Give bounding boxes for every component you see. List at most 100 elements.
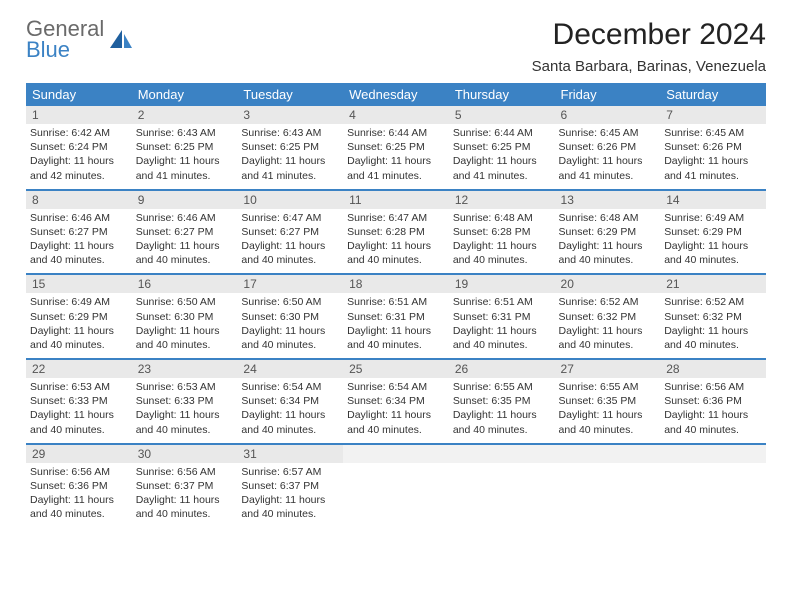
day-number: 15 xyxy=(26,275,132,293)
sunset-text: Sunset: 6:33 PM xyxy=(136,394,234,408)
calendar-day-cell: 30Sunrise: 6:56 AMSunset: 6:37 PMDayligh… xyxy=(132,444,238,528)
daylight-text: Daylight: 11 hours and 40 minutes. xyxy=(347,239,445,267)
day-number: 6 xyxy=(555,106,661,124)
calendar-day-cell: 15Sunrise: 6:49 AMSunset: 6:29 PMDayligh… xyxy=(26,274,132,359)
header-block: December 2024 Santa Barbara, Barinas, Ve… xyxy=(532,18,766,75)
calendar-day-cell: 24Sunrise: 6:54 AMSunset: 6:34 PMDayligh… xyxy=(237,359,343,444)
daylight-text: Daylight: 11 hours and 40 minutes. xyxy=(30,493,128,521)
sunrise-text: Sunrise: 6:49 AM xyxy=(30,295,128,309)
sunset-text: Sunset: 6:26 PM xyxy=(664,140,762,154)
daylight-text: Daylight: 11 hours and 40 minutes. xyxy=(347,408,445,436)
day-details: Sunrise: 6:45 AMSunset: 6:26 PMDaylight:… xyxy=(555,124,661,189)
calendar-day-cell: 28Sunrise: 6:56 AMSunset: 6:36 PMDayligh… xyxy=(660,359,766,444)
weekday-header: Wednesday xyxy=(343,83,449,106)
day-details: Sunrise: 6:44 AMSunset: 6:25 PMDaylight:… xyxy=(449,124,555,189)
sunset-text: Sunset: 6:37 PM xyxy=(136,479,234,493)
weekday-header: Monday xyxy=(132,83,238,106)
calendar-day-cell: 26Sunrise: 6:55 AMSunset: 6:35 PMDayligh… xyxy=(449,359,555,444)
day-number: 2 xyxy=(132,106,238,124)
day-number: 31 xyxy=(237,445,343,463)
sunset-text: Sunset: 6:35 PM xyxy=(453,394,551,408)
daylight-text: Daylight: 11 hours and 40 minutes. xyxy=(136,493,234,521)
sunset-text: Sunset: 6:30 PM xyxy=(136,310,234,324)
calendar-empty-cell xyxy=(555,444,661,528)
day-number: 16 xyxy=(132,275,238,293)
day-number: 9 xyxy=(132,191,238,209)
sunset-text: Sunset: 6:29 PM xyxy=(559,225,657,239)
sunset-text: Sunset: 6:35 PM xyxy=(559,394,657,408)
day-number: 25 xyxy=(343,360,449,378)
day-number: 21 xyxy=(660,275,766,293)
calendar-day-cell: 27Sunrise: 6:55 AMSunset: 6:35 PMDayligh… xyxy=(555,359,661,444)
sunrise-text: Sunrise: 6:49 AM xyxy=(664,211,762,225)
calendar-day-cell: 4Sunrise: 6:44 AMSunset: 6:25 PMDaylight… xyxy=(343,106,449,190)
daylight-text: Daylight: 11 hours and 40 minutes. xyxy=(664,239,762,267)
sunrise-text: Sunrise: 6:44 AM xyxy=(347,126,445,140)
day-details: Sunrise: 6:56 AMSunset: 6:36 PMDaylight:… xyxy=(660,378,766,443)
sunset-text: Sunset: 6:29 PM xyxy=(30,310,128,324)
sunrise-text: Sunrise: 6:56 AM xyxy=(136,465,234,479)
day-details: Sunrise: 6:47 AMSunset: 6:27 PMDaylight:… xyxy=(237,209,343,274)
sunrise-text: Sunrise: 6:43 AM xyxy=(136,126,234,140)
calendar-day-cell: 13Sunrise: 6:48 AMSunset: 6:29 PMDayligh… xyxy=(555,190,661,275)
sunrise-text: Sunrise: 6:45 AM xyxy=(559,126,657,140)
sunrise-text: Sunrise: 6:54 AM xyxy=(347,380,445,394)
day-details: Sunrise: 6:57 AMSunset: 6:37 PMDaylight:… xyxy=(237,463,343,528)
sunset-text: Sunset: 6:27 PM xyxy=(136,225,234,239)
calendar-day-cell: 5Sunrise: 6:44 AMSunset: 6:25 PMDaylight… xyxy=(449,106,555,190)
calendar-week-row: 15Sunrise: 6:49 AMSunset: 6:29 PMDayligh… xyxy=(26,274,766,359)
sunrise-text: Sunrise: 6:46 AM xyxy=(136,211,234,225)
calendar-empty-cell xyxy=(449,444,555,528)
sunrise-text: Sunrise: 6:47 AM xyxy=(241,211,339,225)
day-details: Sunrise: 6:52 AMSunset: 6:32 PMDaylight:… xyxy=(555,293,661,358)
day-number: 27 xyxy=(555,360,661,378)
sunrise-text: Sunrise: 6:45 AM xyxy=(664,126,762,140)
daylight-text: Daylight: 11 hours and 40 minutes. xyxy=(30,408,128,436)
day-details: Sunrise: 6:53 AMSunset: 6:33 PMDaylight:… xyxy=(26,378,132,443)
calendar-day-cell: 29Sunrise: 6:56 AMSunset: 6:36 PMDayligh… xyxy=(26,444,132,528)
day-details: Sunrise: 6:56 AMSunset: 6:37 PMDaylight:… xyxy=(132,463,238,528)
daylight-text: Daylight: 11 hours and 41 minutes. xyxy=(559,154,657,182)
day-number: 12 xyxy=(449,191,555,209)
sunset-text: Sunset: 6:34 PM xyxy=(347,394,445,408)
calendar-day-cell: 31Sunrise: 6:57 AMSunset: 6:37 PMDayligh… xyxy=(237,444,343,528)
sunrise-text: Sunrise: 6:48 AM xyxy=(559,211,657,225)
daylight-text: Daylight: 11 hours and 40 minutes. xyxy=(453,324,551,352)
day-number: 5 xyxy=(449,106,555,124)
sunrise-text: Sunrise: 6:57 AM xyxy=(241,465,339,479)
calendar-day-cell: 7 Sunrise: 6:45 AMSunset: 6:26 PMDaylight… xyxy=(660,106,766,190)
daylight-text: Daylight: 11 hours and 41 minutes. xyxy=(136,154,234,182)
day-details: Sunrise: 6:49 AMSunset: 6:29 PMDaylight:… xyxy=(26,293,132,358)
daylight-text: Daylight: 11 hours and 41 minutes. xyxy=(664,154,762,182)
daylight-text: Daylight: 11 hours and 41 minutes. xyxy=(241,154,339,182)
daylight-text: Daylight: 11 hours and 40 minutes. xyxy=(241,239,339,267)
calendar-week-row: 22Sunrise: 6:53 AMSunset: 6:33 PMDayligh… xyxy=(26,359,766,444)
calendar-day-cell: 22Sunrise: 6:53 AMSunset: 6:33 PMDayligh… xyxy=(26,359,132,444)
daylight-text: Daylight: 11 hours and 40 minutes. xyxy=(136,408,234,436)
day-number: 22 xyxy=(26,360,132,378)
day-details: Sunrise: 6:52 AMSunset: 6:32 PMDaylight:… xyxy=(660,293,766,358)
day-details: Sunrise: 6:48 AMSunset: 6:29 PMDaylight:… xyxy=(555,209,661,274)
sunrise-text: Sunrise: 6:42 AM xyxy=(30,126,128,140)
weekday-header: Friday xyxy=(555,83,661,106)
sunrise-text: Sunrise: 6:51 AM xyxy=(347,295,445,309)
day-details: Sunrise: 6:44 AMSunset: 6:25 PMDaylight:… xyxy=(343,124,449,189)
sunset-text: Sunset: 6:28 PM xyxy=(453,225,551,239)
calendar-week-row: 1Sunrise: 6:42 AMSunset: 6:24 PMDaylight… xyxy=(26,106,766,190)
daylight-text: Daylight: 11 hours and 40 minutes. xyxy=(241,324,339,352)
daylight-text: Daylight: 11 hours and 40 minutes. xyxy=(453,239,551,267)
day-number: 8 xyxy=(26,191,132,209)
day-details: Sunrise: 6:54 AMSunset: 6:34 PMDaylight:… xyxy=(237,378,343,443)
daylight-text: Daylight: 11 hours and 40 minutes. xyxy=(136,324,234,352)
day-details: Sunrise: 6:55 AMSunset: 6:35 PMDaylight:… xyxy=(555,378,661,443)
calendar-day-cell: 2 Sunrise: 6:43 AMSunset: 6:25 PMDaylight… xyxy=(132,106,238,190)
day-details: Sunrise: 6:51 AMSunset: 6:31 PMDaylight:… xyxy=(449,293,555,358)
sunset-text: Sunset: 6:25 PM xyxy=(136,140,234,154)
weekday-header: Tuesday xyxy=(237,83,343,106)
calendar-week-row: 8 Sunrise: 6:46 AMSunset: 6:27 PM Daylight… xyxy=(26,190,766,275)
day-details: Sunrise: 6:54 AMSunset: 6:34 PMDaylight:… xyxy=(343,378,449,443)
sunset-text: Sunset: 6:37 PM xyxy=(241,479,339,493)
calendar-day-cell: 14Sunrise: 6:49 AMSunset: 6:29 PMDayligh… xyxy=(660,190,766,275)
day-number: 7 xyxy=(660,106,766,124)
sunrise-text: Sunrise: 6:56 AM xyxy=(30,465,128,479)
